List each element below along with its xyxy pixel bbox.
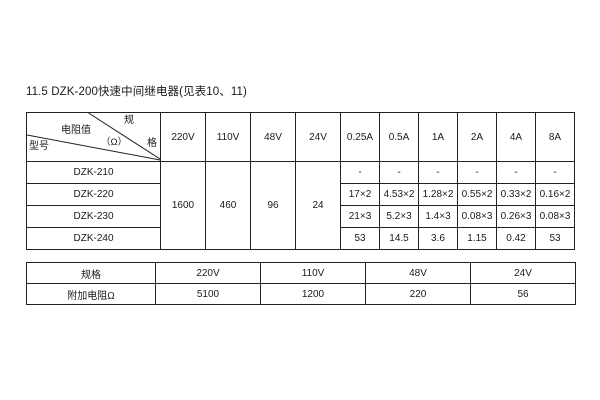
row-label-resistance: 附加电阻Ω xyxy=(26,283,156,305)
header-voltage-2: 48V xyxy=(250,112,296,162)
header-current-2: 1A xyxy=(418,112,458,162)
cell-current-3-2: 3.6 xyxy=(418,227,458,250)
corner-resistance-label: 电阻值 xyxy=(61,125,91,136)
header-current-0: 0.25A xyxy=(340,112,380,162)
cell-voltage-2: 96 xyxy=(250,161,296,250)
header-current-5: 8A xyxy=(535,112,575,162)
cell-current-2-4: 0.26×3 xyxy=(496,205,536,228)
cell-current-0-1: - xyxy=(379,161,419,184)
cell-current-0-4: - xyxy=(496,161,536,184)
cell-spec-0: 220V xyxy=(155,262,261,284)
cell-current-3-1: 14.5 xyxy=(379,227,419,250)
cell-spec-2: 48V xyxy=(365,262,471,284)
cell-resistance-0: 5100 xyxy=(155,283,261,305)
cell-current-0-2: - xyxy=(418,161,458,184)
cell-model-0: DZK-210 xyxy=(26,161,161,184)
cell-spec-3: 24V xyxy=(470,262,576,284)
corner-spec-bottom-label: 格 xyxy=(147,138,157,149)
diagonal-divider-icon xyxy=(27,113,160,161)
cell-model-3: DZK-240 xyxy=(26,227,161,250)
table-row: DZK-210 1600 460 96 24 - - - - - - xyxy=(26,161,575,250)
corner-header-cell: 规 格 电阻值 （Ω） 型号 xyxy=(26,112,161,162)
corner-unit-label: （Ω） xyxy=(101,137,128,148)
cell-current-0-3: - xyxy=(457,161,497,184)
cell-current-3-0: 53 xyxy=(340,227,380,250)
cell-resistance-2: 220 xyxy=(365,283,471,305)
cell-current-1-0: 17×2 xyxy=(340,183,380,206)
additional-resistance-table: 规格 220V 110V 48V 24V 附加电阻Ω 5100 1200 220… xyxy=(26,262,576,305)
header-current-3: 2A xyxy=(457,112,497,162)
cell-model-2: DZK-230 xyxy=(26,205,161,228)
cell-current-3-3: 1.15 xyxy=(457,227,497,250)
page-title: 11.5 DZK-200快速中间继电器(见表10、11) xyxy=(26,86,247,98)
cell-voltage-1: 460 xyxy=(205,161,251,250)
header-voltage-0: 220V xyxy=(160,112,206,162)
cell-current-0-5: - xyxy=(535,161,575,184)
table-header-row: 规 格 电阻值 （Ω） 型号 220V 110V 48V 24V 0.25A 0… xyxy=(26,112,575,162)
header-voltage-3: 24V xyxy=(295,112,341,162)
cell-current-1-2: 1.28×2 xyxy=(418,183,458,206)
cell-current-2-2: 1.4×3 xyxy=(418,205,458,228)
header-current-4: 4A xyxy=(496,112,536,162)
cell-spec-1: 110V xyxy=(260,262,366,284)
row-label-spec: 规格 xyxy=(26,262,156,284)
table-row: DZK-240 53 14.5 3.6 1.15 0.42 53 xyxy=(26,227,575,250)
cell-current-2-5: 0.08×3 xyxy=(535,205,575,228)
cell-resistance-1: 1200 xyxy=(260,283,366,305)
cell-current-2-0: 21×3 xyxy=(340,205,380,228)
header-current-1: 0.5A xyxy=(379,112,419,162)
cell-current-0-0: - xyxy=(340,161,380,184)
header-voltage-1: 110V xyxy=(205,112,251,162)
cell-current-1-1: 4.53×2 xyxy=(379,183,419,206)
cell-current-1-4: 0.33×2 xyxy=(496,183,536,206)
cell-resistance-3: 56 xyxy=(470,283,576,305)
cell-current-1-5: 0.16×2 xyxy=(535,183,575,206)
corner-spec-top-label: 规 xyxy=(124,115,134,126)
cell-current-2-3: 0.08×3 xyxy=(457,205,497,228)
corner-model-label: 型号 xyxy=(29,141,49,152)
cell-voltage-0: 1600 xyxy=(160,161,206,250)
table-row: 规格 220V 110V 48V 24V xyxy=(26,262,576,284)
cell-current-3-4: 0.42 xyxy=(496,227,536,250)
cell-model-1: DZK-220 xyxy=(26,183,161,206)
cell-current-2-1: 5.2×3 xyxy=(379,205,419,228)
cell-voltage-3: 24 xyxy=(295,161,341,250)
table-row: 附加电阻Ω 5100 1200 220 56 xyxy=(26,283,576,305)
relay-parameters-table: 规 格 电阻值 （Ω） 型号 220V 110V 48V 24V 0.25A 0… xyxy=(26,112,575,250)
cell-current-3-5: 53 xyxy=(535,227,575,250)
cell-current-1-3: 0.55×2 xyxy=(457,183,497,206)
